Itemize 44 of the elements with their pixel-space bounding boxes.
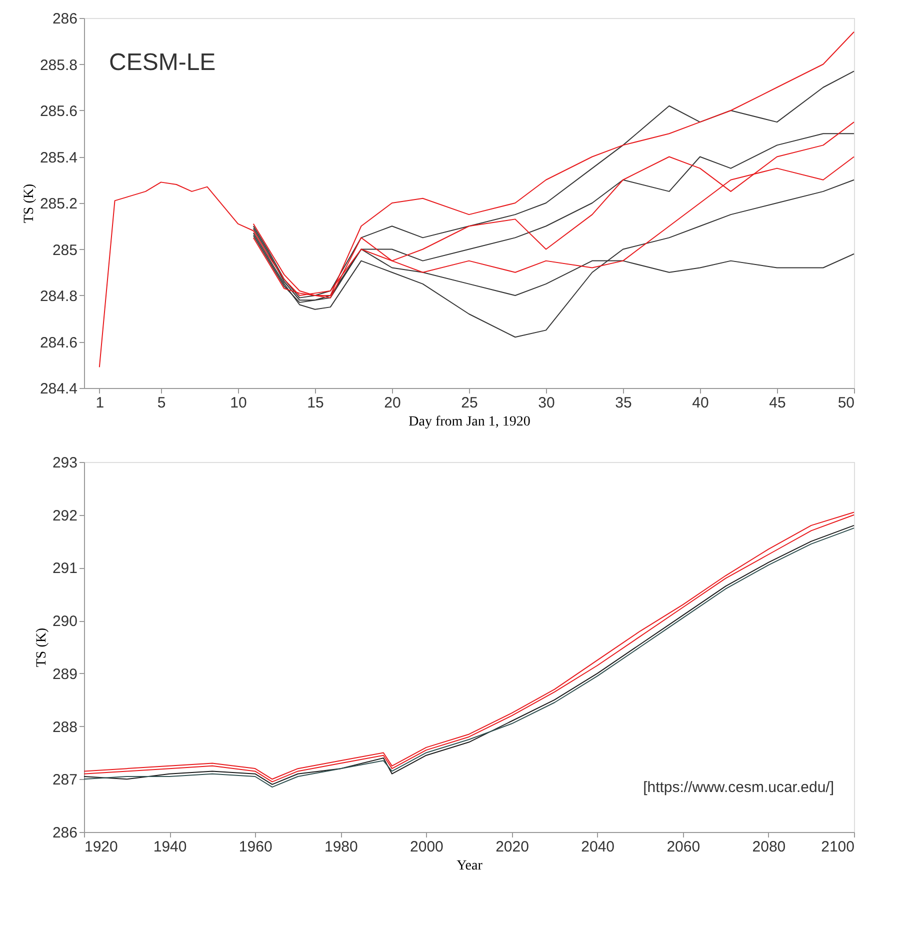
y-tick-label: 292 xyxy=(52,507,78,524)
x-tick-label: 25 xyxy=(461,394,478,412)
x-tick-label: 45 xyxy=(769,394,786,412)
y-tick-label: 284.6 xyxy=(40,334,78,352)
y-tick-label: 285.8 xyxy=(40,56,78,74)
y-tick-label: 289 xyxy=(52,666,78,683)
x-tick-label: 15 xyxy=(307,394,324,412)
x-tick-label: 1940 xyxy=(153,838,187,856)
x-tick-label: 2080 xyxy=(752,838,786,856)
x-tick-label: 10 xyxy=(230,394,247,412)
y-tick-label: 285 xyxy=(52,242,78,259)
x-tick-label: 35 xyxy=(615,394,632,412)
x-tick-label: 1960 xyxy=(238,838,272,856)
y-tick-label: 293 xyxy=(52,454,78,472)
y-tick-label: 290 xyxy=(52,613,78,630)
y-tick-label: 291 xyxy=(52,560,78,578)
x-tick-label: 30 xyxy=(538,394,555,412)
y-tick-label: 288 xyxy=(52,718,78,736)
y-tick-label: 285.2 xyxy=(40,196,78,212)
y-tick-label: 286 xyxy=(52,10,78,28)
annotation: CESM-LE xyxy=(109,49,216,76)
x-axis-title: Day from Jan 1, 1920 xyxy=(408,414,530,430)
x-tick-label: 1920 xyxy=(84,838,118,856)
x-tick-label: 2020 xyxy=(496,838,529,856)
y-axis-title: TS (K) xyxy=(22,184,37,224)
x-tick-label: 2000 xyxy=(410,838,444,856)
x-tick-label: 2060 xyxy=(666,838,700,856)
y-tick-label: 287 xyxy=(52,772,78,789)
y-tick-label: 284.8 xyxy=(40,288,78,305)
annotation: [https://www.cesm.ucar.edu/] xyxy=(643,779,834,796)
x-tick-label: 1980 xyxy=(324,838,358,856)
x-tick-label: 50 xyxy=(838,394,854,412)
x-tick-label: 20 xyxy=(384,394,401,412)
x-tick-label: 2100 xyxy=(821,838,854,856)
x-tick-label: 40 xyxy=(692,394,709,412)
y-tick-label: 284.4 xyxy=(40,380,78,398)
y-axis-title: TS (K) xyxy=(34,628,50,668)
x-tick-label: 1 xyxy=(96,394,104,412)
y-tick-label: 286 xyxy=(52,824,78,842)
y-tick-label: 285.4 xyxy=(40,149,78,166)
y-tick-label: 285.6 xyxy=(40,103,78,120)
x-tick-label: 5 xyxy=(157,394,166,412)
x-axis-title: Year xyxy=(456,858,483,874)
x-tick-label: 2040 xyxy=(581,838,615,856)
